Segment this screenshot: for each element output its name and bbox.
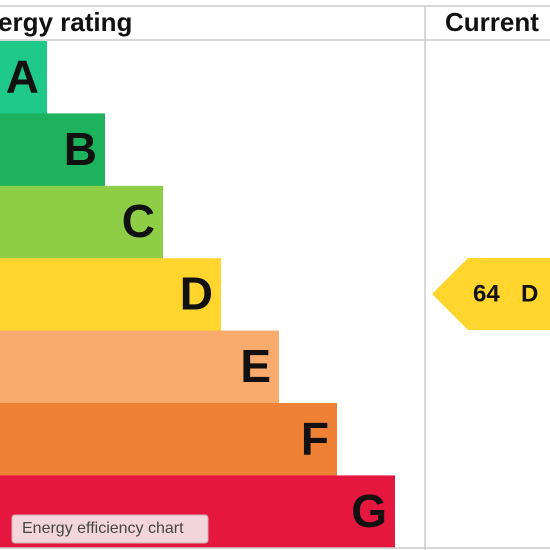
band-letter: F [301, 412, 329, 464]
band-bar [0, 258, 221, 332]
band-letter: B [64, 123, 97, 175]
band-letter: D [180, 268, 213, 320]
band-letter: G [351, 485, 387, 537]
header-title: ergy rating [0, 7, 132, 37]
band-bar [0, 330, 279, 404]
current-rating-arrow [432, 258, 550, 330]
header-current: Current [445, 7, 539, 37]
band-bar [0, 403, 337, 476]
band-letter: E [240, 340, 271, 392]
caption-box [11, 514, 209, 544]
caption: Energy efficiency chart [22, 520, 184, 537]
band-bar [0, 41, 47, 114]
band-letter: C [122, 195, 155, 247]
current-score: 64 [473, 280, 500, 307]
band-bar [0, 113, 105, 187]
band-bar [0, 185, 163, 259]
current-band: D [521, 280, 538, 307]
band-letter: A [6, 50, 39, 102]
